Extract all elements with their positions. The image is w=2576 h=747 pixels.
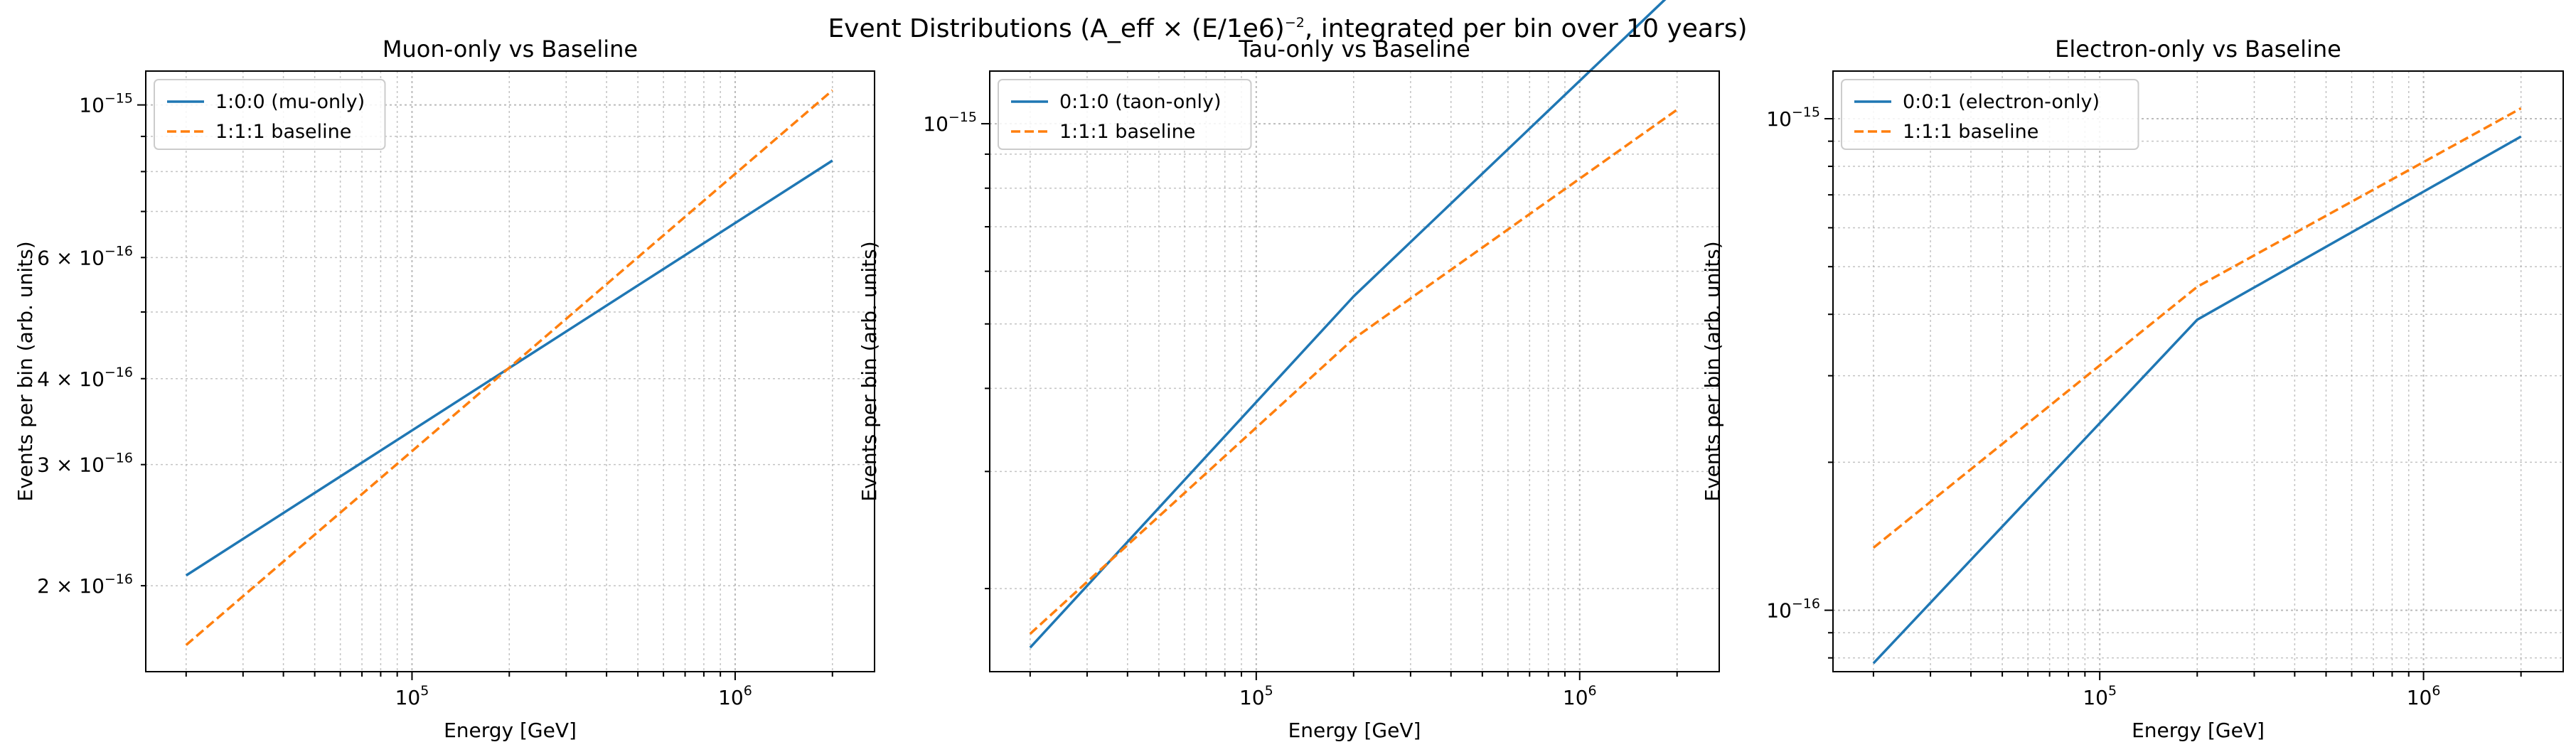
legend: 0:0:1 (electron-only) 1:1:1 baseline — [1841, 79, 2139, 150]
y-minor-tick-label-mult: 6 × — [37, 246, 79, 269]
suptitle-exponent: −2 — [1285, 15, 1305, 31]
y-tick-label-base: 10 — [79, 94, 105, 117]
series-line-1 — [1872, 135, 2522, 665]
x-tick-label-base: 10 — [718, 686, 744, 709]
grid — [981, 71, 1719, 680]
series-line-2 — [1029, 108, 1678, 635]
y-tick-label: 10−15 — [923, 109, 977, 136]
y-minor-tick-label-mult: 3 × — [37, 453, 79, 477]
y-minor-tick-label: 2 × 10−16 — [37, 571, 133, 598]
y-minor-tick-label-mult: 4 × — [37, 367, 79, 391]
x-tick-label: 106 — [718, 683, 752, 709]
legend: 0:1:0 (taon-only) 1:1:1 baseline — [998, 79, 1252, 150]
x-tick-label-base: 10 — [1239, 686, 1265, 709]
grid — [1824, 71, 2563, 680]
legend: 1:0:0 (mu-only) 1:1:1 baseline — [154, 79, 386, 150]
y-minor-tick-label-exp: −16 — [105, 451, 133, 466]
grid — [137, 71, 875, 680]
y-axis-label: Events per bin (arb. units) — [1701, 241, 1724, 501]
x-tick-label-base: 10 — [395, 686, 421, 709]
legend-box — [154, 79, 386, 150]
legend-label: 1:1:1 baseline — [1059, 121, 1195, 143]
x-tick-label: 106 — [1563, 683, 1597, 709]
legend-box — [1841, 79, 2139, 150]
legend-label: 1:0:0 (mu-only) — [215, 91, 365, 113]
x-axis-label: Energy [GeV] — [2132, 719, 2265, 742]
y-minor-tick-label-base: 10 — [79, 246, 105, 269]
legend-label: 1:1:1 baseline — [1903, 121, 2038, 143]
panel-title: Muon-only vs Baseline — [383, 36, 638, 63]
y-axis-label: Events per bin (arb. units) — [857, 241, 881, 501]
series-line-2 — [1872, 107, 2522, 549]
y-minor-tick-label-base: 10 — [79, 574, 105, 598]
y-minor-tick-label-base: 10 — [79, 367, 105, 391]
panel-title: Electron-only vs Baseline — [2055, 36, 2341, 63]
y-tick-label-exp: −15 — [1792, 104, 1820, 120]
x-tick-label: 105 — [1239, 683, 1273, 709]
y-tick-label-exp: −15 — [948, 109, 977, 125]
axes-frame — [1832, 70, 2564, 672]
y-minor-tick-label-exp: −16 — [105, 571, 133, 587]
y-tick-label-base: 10 — [1766, 599, 1792, 623]
suptitle-pre: Event Distributions (A_eff × (E/1e6) — [828, 14, 1284, 43]
x-tick-label-exp: 5 — [420, 683, 429, 699]
y-minor-tick-label: 3 × 10−16 — [37, 451, 133, 477]
x-tick-label-base: 10 — [2407, 686, 2432, 709]
y-minor-tick-label: 4 × 10−16 — [37, 365, 133, 391]
legend-label: 1:1:1 baseline — [215, 121, 351, 143]
y-tick-label-exp: −15 — [105, 91, 133, 107]
y-tick-label: 10−16 — [1766, 596, 1820, 623]
y-tick-label: 10−15 — [79, 91, 133, 117]
x-tick-label-exp: 5 — [2108, 683, 2117, 699]
x-tick-label-base: 10 — [2083, 686, 2108, 709]
y-tick-label-base: 10 — [1766, 107, 1792, 131]
panel-title: Tau-only vs Baseline — [1238, 36, 1470, 63]
y-minor-tick-label-exp: −16 — [105, 243, 133, 259]
legend-box — [998, 79, 1252, 150]
series-line-1 — [1029, 0, 1667, 649]
y-minor-tick-label-base: 10 — [79, 453, 105, 477]
y-minor-tick-label-exp: −16 — [105, 365, 133, 380]
x-tick-label: 105 — [2083, 683, 2117, 709]
x-tick-label: 105 — [395, 683, 429, 709]
y-axis-label: Events per bin (arb. units) — [14, 241, 37, 501]
series-line-2 — [185, 89, 833, 646]
x-tick-label-exp: 6 — [2432, 683, 2440, 699]
suptitle-post: , integrated per bin over 10 years) — [1305, 14, 1748, 43]
x-tick-label: 106 — [2407, 683, 2441, 709]
x-axis-label: Energy [GeV] — [1288, 719, 1421, 742]
legend-label: 0:1:0 (taon-only) — [1059, 91, 1222, 113]
y-tick-label-exp: −16 — [1792, 596, 1820, 612]
x-tick-label-exp: 5 — [1265, 683, 1273, 699]
x-tick-label-exp: 6 — [744, 683, 752, 699]
x-tick-label-exp: 6 — [1588, 683, 1597, 699]
y-tick-label: 10−15 — [1766, 104, 1820, 131]
legend-label: 0:0:1 (electron-only) — [1903, 91, 2100, 113]
x-tick-label-base: 10 — [1563, 686, 1588, 709]
figure-suptitle: Event Distributions (A_eff × (E/1e6)−2, … — [828, 14, 1747, 43]
y-tick-label-base: 10 — [923, 112, 948, 136]
x-axis-label: Energy [GeV] — [444, 719, 577, 742]
y-minor-tick-label: 6 × 10−16 — [37, 243, 133, 269]
y-minor-tick-label-mult: 2 × — [37, 574, 79, 598]
axes-frame — [145, 70, 875, 672]
axes-frame — [989, 70, 1720, 672]
